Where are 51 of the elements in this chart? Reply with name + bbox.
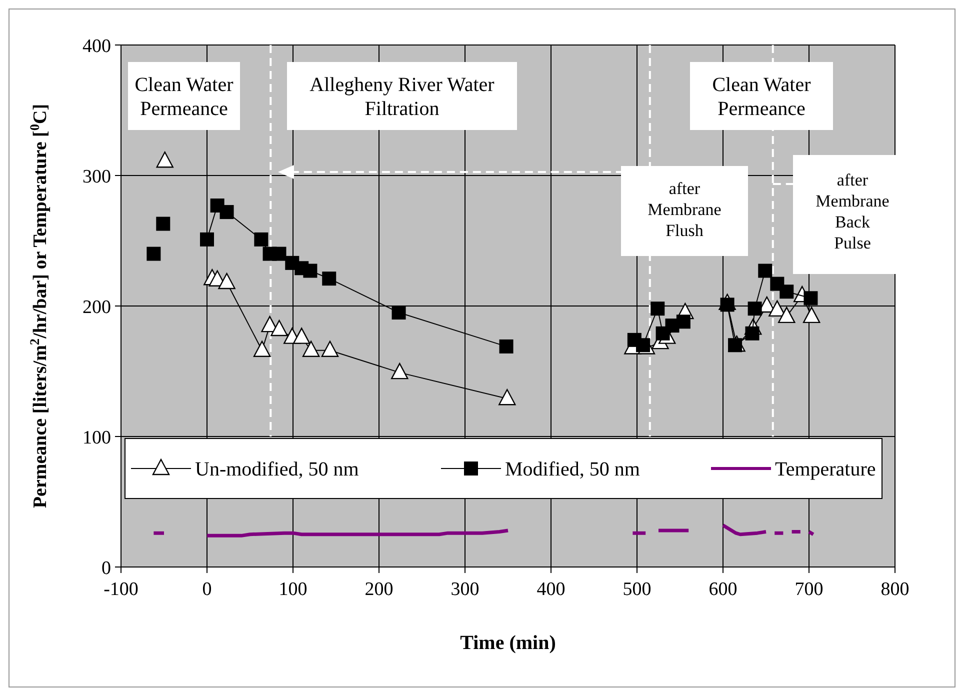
point — [758, 264, 772, 278]
x-tick-label: 800 — [880, 579, 910, 600]
point — [322, 272, 336, 286]
point — [804, 291, 818, 306]
point — [650, 302, 665, 316]
x-tick-label: 0 — [202, 579, 212, 600]
annotation: Clean Water Permeance — [712, 74, 812, 120]
y-tick-label: 100 — [82, 428, 111, 448]
point — [780, 284, 794, 299]
point — [270, 320, 288, 336]
y-tick-label: 300 — [82, 166, 111, 188]
point — [321, 340, 339, 357]
point — [768, 300, 786, 317]
x-tick-label: 200 — [364, 579, 394, 600]
annotation: Allegheny River Water Filtration — [310, 74, 495, 120]
point — [272, 246, 286, 261]
legend-label: Modified, 50 nm — [505, 458, 640, 480]
x-tick-label: 300 — [450, 579, 480, 600]
point — [392, 306, 406, 320]
point — [802, 306, 820, 324]
point — [293, 328, 310, 344]
point — [499, 339, 514, 354]
legend-label: Un-modified, 50 nm — [195, 458, 360, 480]
x-tick-label: 700 — [794, 579, 824, 600]
x-tick-label: 400 — [536, 579, 566, 600]
y-tick-label: 400 — [82, 36, 111, 57]
x-tick-label: 100 — [278, 579, 308, 600]
point — [676, 314, 690, 329]
point — [748, 302, 762, 316]
point — [218, 272, 236, 290]
point — [778, 306, 796, 324]
annotation: after Membrane Flush — [648, 179, 722, 240]
annotation: after Membrane Back Pulse — [816, 170, 890, 252]
y-tick-label: 0 — [102, 558, 111, 579]
point — [200, 232, 214, 246]
x-tick-label: -100 — [104, 579, 138, 600]
legend-label: Temperature — [775, 458, 876, 480]
y-tick-label: 200 — [82, 297, 111, 318]
annotation: Clean Water Permeance — [134, 74, 234, 120]
point — [156, 216, 170, 231]
x-tick-label: 500 — [622, 579, 652, 600]
point — [220, 205, 234, 220]
point — [254, 232, 268, 246]
point — [498, 389, 516, 406]
point — [302, 340, 320, 357]
point — [146, 246, 161, 261]
point — [303, 264, 318, 278]
point — [391, 362, 408, 380]
x-tick-label: 600 — [708, 579, 738, 600]
x-axis-title: Time (min) — [460, 632, 556, 654]
point — [253, 340, 271, 357]
